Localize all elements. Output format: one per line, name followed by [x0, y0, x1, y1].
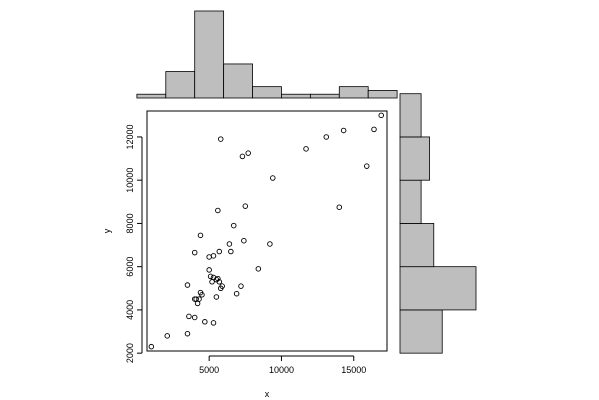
x-histogram-bar — [165, 71, 196, 99]
x-histogram-bar — [367, 90, 398, 99]
scatter-point — [186, 313, 192, 320]
scatter-point — [216, 248, 223, 255]
scatter-point — [267, 241, 273, 247]
scatter-point — [210, 320, 217, 326]
scatter-point — [191, 296, 198, 302]
scatter-point — [255, 266, 262, 272]
scatter-point — [378, 112, 384, 119]
scatter-point — [219, 283, 225, 289]
y-histogram-bar — [399, 266, 477, 311]
scatter-point — [184, 282, 191, 288]
scatter-point — [270, 175, 276, 181]
scatter-point — [207, 273, 214, 280]
scatter-point — [184, 330, 191, 337]
y-axis: 2000 4000 6000 8000 10000 12000 — [125, 124, 143, 363]
scatter-point — [340, 127, 347, 134]
scatter-point — [230, 222, 237, 229]
scatter-points — [148, 112, 384, 350]
x-histogram-bar — [252, 86, 282, 99]
scatter-point — [148, 343, 155, 350]
x-histogram-bar — [309, 93, 340, 99]
y-tick-label: 8000 — [125, 213, 135, 233]
y-tick-label: 10000 — [125, 168, 135, 193]
scatter-point — [215, 207, 221, 214]
x-histogram-bar — [194, 10, 225, 99]
scatter-point — [206, 267, 212, 273]
y-tick-label: 12000 — [125, 124, 135, 149]
scatter-point — [323, 134, 330, 140]
scatter-point — [364, 163, 370, 169]
scatter-point — [197, 232, 204, 239]
scatter-point — [336, 204, 343, 210]
scatter-point — [303, 146, 309, 152]
x-histogram-bar — [281, 93, 311, 99]
scatter-point — [191, 249, 198, 256]
y-tick-label: 2000 — [125, 343, 135, 363]
y-histogram-bar — [399, 179, 422, 224]
scatter-point — [228, 248, 234, 255]
scatter-point — [241, 237, 247, 244]
x-histogram-bar — [338, 86, 369, 99]
scatter-point — [206, 254, 212, 260]
scatter-point — [164, 333, 170, 339]
x-tick-label: 5000 — [199, 365, 219, 375]
scatter-point — [217, 136, 224, 142]
scatter-point — [242, 203, 249, 209]
y-marginal-histogram — [399, 93, 477, 354]
y-tick-label: 6000 — [125, 257, 135, 277]
y-histogram-bar — [399, 223, 435, 268]
y-histogram-bar — [399, 93, 422, 138]
scatter-point — [238, 283, 244, 289]
x-axis: 5000 10000 15000 — [199, 355, 366, 375]
x-axis-label: x — [265, 389, 270, 399]
scatter-point — [202, 319, 208, 325]
scatter-point — [245, 150, 251, 156]
y-axis-label: y — [102, 228, 112, 233]
x-tick-label: 10000 — [269, 365, 294, 375]
scatter-point — [233, 290, 240, 297]
scatter-point — [210, 274, 217, 281]
x-marginal-histogram — [136, 10, 398, 99]
scatter-point — [213, 294, 220, 300]
y-tick-label: 4000 — [125, 300, 135, 320]
scatter-point — [239, 153, 246, 160]
y-histogram-bar — [399, 136, 430, 181]
scatter-point — [191, 314, 198, 321]
scatter-point — [194, 300, 201, 307]
plot-frame — [146, 110, 388, 352]
x-histogram-bar — [223, 63, 253, 99]
y-histogram-bar — [399, 309, 443, 354]
x-tick-label: 15000 — [341, 365, 366, 375]
scatter-point — [226, 241, 233, 247]
scatter-point — [210, 253, 217, 259]
x-histogram-bar — [136, 93, 167, 99]
scatter-point — [197, 289, 204, 296]
scatter-point — [371, 126, 377, 133]
